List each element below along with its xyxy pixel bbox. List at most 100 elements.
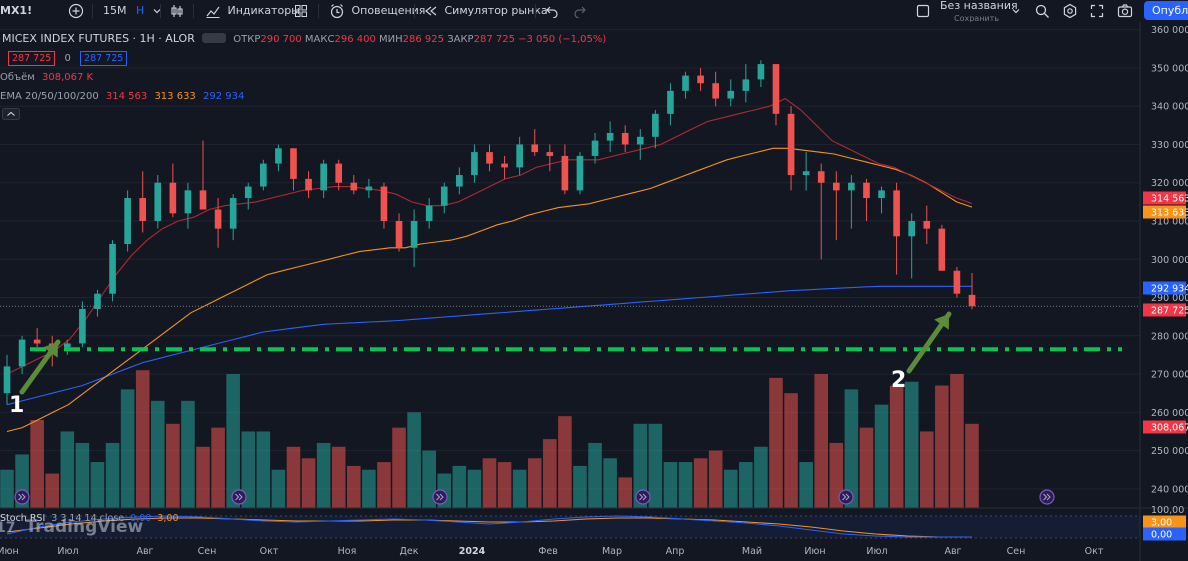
price-tick-label: 280 000	[1151, 331, 1188, 342]
bid-price[interactable]: 287 725	[8, 51, 56, 66]
snapshot-button[interactable]	[1117, 0, 1133, 22]
candle-body	[94, 293, 101, 310]
volume-bar	[648, 423, 663, 508]
chevron-up-icon	[2, 108, 20, 120]
close-label: ЗАКР	[447, 34, 474, 45]
volume-bar	[512, 469, 527, 508]
candle-body	[591, 140, 599, 156]
chart-type-button[interactable]	[170, 0, 184, 22]
low-value: 286 925	[402, 34, 445, 45]
redo-button[interactable]	[573, 0, 587, 22]
candle-body	[229, 198, 237, 229]
candle-body	[335, 163, 343, 183]
price-tag-box	[1143, 515, 1186, 529]
layout-checkbox[interactable]	[916, 0, 930, 22]
fullscreen-button[interactable]	[1090, 0, 1104, 22]
forward-icon	[842, 493, 850, 501]
stoch-level-label: 100,00	[1151, 505, 1184, 516]
candle-body	[18, 339, 26, 367]
ema100-value: 292 934	[202, 91, 245, 102]
compare-button[interactable]	[68, 0, 84, 22]
time-tick-label: Июн	[0, 546, 19, 557]
price-tick-label: 330 000	[1151, 140, 1188, 151]
grid-icon	[295, 5, 307, 17]
volume-bar	[241, 431, 256, 508]
candle-body	[199, 190, 207, 210]
candle-body	[63, 343, 71, 348]
time-tick-label: 2024	[459, 546, 486, 557]
volume-bar	[181, 400, 195, 508]
candle-body	[832, 182, 840, 191]
event-marker[interactable]	[1039, 489, 1055, 505]
candle-body	[757, 64, 765, 80]
ema-label: EMA 20/50/100/200	[0, 91, 99, 102]
spread-value: 0	[64, 53, 71, 64]
price-chart[interactable]: 240 000 250 000 260 000 270 000 280 000 290 0…	[0, 22, 1188, 561]
layout-name: Без названия	[940, 0, 1018, 12]
undo-button[interactable]	[545, 0, 559, 22]
candle-body	[244, 186, 252, 199]
event-marker[interactable]	[838, 489, 854, 505]
volume-bar	[452, 465, 467, 508]
candle-body	[410, 220, 418, 248]
event-marker[interactable]	[14, 489, 30, 505]
volume-bar	[859, 427, 874, 508]
ask-price[interactable]: 287 725	[80, 51, 128, 66]
time-tick-label: Авг	[136, 546, 153, 557]
alerts-button[interactable]: Оповещения	[329, 0, 425, 22]
price-tick-label: 320 000	[1151, 178, 1188, 189]
layouts-button[interactable]	[294, 0, 308, 22]
quote-row: 287 725 0 287 725	[8, 51, 128, 66]
publish-label: Опубли	[1152, 4, 1188, 17]
legend-collapse-button[interactable]	[2, 108, 20, 123]
legend-toggle[interactable]	[202, 33, 227, 43]
candle-body	[772, 64, 780, 114]
volume-bar	[331, 446, 346, 508]
candle-body	[908, 220, 916, 237]
layout-name-menu[interactable]: Без названия Сохранить	[940, 0, 1018, 23]
price-tick-label: 260 000	[1151, 408, 1188, 419]
layout-menu-chevron[interactable]	[1011, 0, 1021, 22]
candle-body	[636, 136, 644, 145]
volume-bar	[678, 462, 693, 508]
volume-bar	[286, 446, 301, 508]
candle-body	[305, 178, 312, 191]
time-tick-label: Май	[742, 546, 762, 557]
forward-icon	[18, 493, 26, 501]
quick-search-button[interactable]	[1034, 0, 1050, 22]
candle-body	[365, 186, 373, 191]
event-marker[interactable]	[635, 489, 651, 505]
time-axis: Июн Июл Авг Сен Окт Ноя Дек 2024 Фев Мар Апр Май Июн…	[0, 546, 1104, 557]
volume-bar	[256, 431, 271, 508]
settings-button[interactable]	[1062, 0, 1078, 22]
replay-button[interactable]: Симулятор рынка	[424, 0, 548, 22]
ema20-value: 314 563	[105, 91, 148, 102]
divider	[193, 4, 194, 18]
alerts-label: Оповещения	[351, 4, 426, 17]
candle-body	[923, 220, 931, 229]
chart-overlays	[0, 305, 1140, 505]
high-value: 296 400	[334, 34, 376, 45]
price-tag-label: 314 563	[1151, 194, 1188, 205]
volume-bar	[316, 442, 331, 508]
volume-bar	[663, 462, 678, 508]
candle-body	[682, 75, 689, 91]
indicators-icon	[206, 6, 220, 18]
candle-body	[380, 186, 388, 221]
volume-bar	[558, 416, 572, 508]
candle-body	[154, 182, 162, 221]
price-tick-label: 250 000	[1151, 446, 1188, 457]
event-marker[interactable]	[231, 489, 247, 505]
interval-button[interactable]: 15M H	[103, 0, 162, 22]
tv-logo-icon: 17	[0, 520, 16, 536]
ema-legend: EMA 20/50/100/200 314 563 313 633 292 93…	[0, 91, 244, 102]
symbol-search[interactable]: MX1!	[0, 0, 32, 22]
publish-button[interactable]: Опубли	[1144, 1, 1188, 20]
event-marker[interactable]	[432, 489, 448, 505]
price-tick-label: 290 000	[1151, 293, 1188, 304]
indicators-button[interactable]: Индикаторы	[205, 0, 300, 22]
candle-body	[109, 243, 116, 294]
square-icon	[916, 4, 930, 18]
ema50-value: 313 633	[154, 91, 196, 102]
time-tick-label: Авг	[944, 546, 961, 557]
